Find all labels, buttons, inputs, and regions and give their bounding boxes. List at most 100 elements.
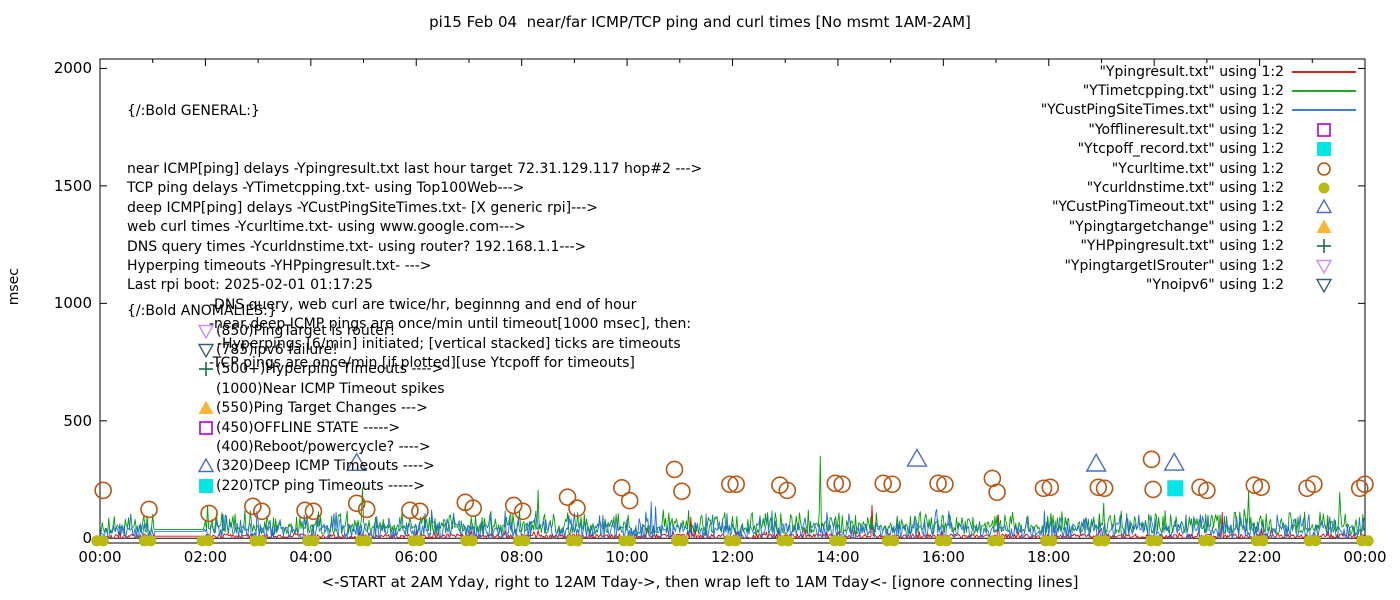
anomaly-marker: [196, 419, 216, 437]
anomaly-text: (220)TCP ping Timeouts ----->: [216, 477, 425, 494]
point-Ytcpoff_record-txt: [1167, 480, 1184, 497]
general-note-line: near ICMP[ping] delays -Ypingresult.txt …: [127, 161, 703, 178]
x-tick-label: 00:00: [78, 548, 122, 566]
point-Ycurltime-txt: [253, 502, 271, 521]
point-Ycurltime-txt: [826, 474, 845, 493]
legend-item-label: "Ypingtargetchange" using 1:2: [1068, 218, 1284, 235]
legend-item: "YHPpingresult.txt" using 1:2: [1041, 237, 1364, 256]
x-tick-label: 00:00: [1343, 548, 1387, 566]
point-Ycurltime-txt: [1305, 475, 1323, 494]
point-Ycurltime-txt: [988, 483, 1006, 502]
legend-item-swatch: [1284, 121, 1364, 139]
legend-item: "Ynoipv6" using 1:2: [1041, 275, 1364, 294]
legend-item: "Ypingtargetchange" using 1:2: [1041, 217, 1364, 236]
point-YCustPingTimeout-txt: [906, 447, 928, 467]
legend-item: "YTimetcpping.txt" using 1:2: [1041, 81, 1364, 100]
line-swatch-icon: [1292, 109, 1356, 112]
point-Ycurltime-txt: [296, 501, 314, 520]
x-tick-label: 02:00: [183, 548, 228, 566]
point-Ycurltime-txt: [1041, 478, 1060, 497]
filled-square-icon: [1317, 142, 1331, 157]
anomaly-row: (785)ipv6 failure!: [196, 340, 445, 359]
point-Ycurldnstime-txt: [203, 535, 215, 547]
legend-item: "YCustPingTimeout.txt" using 1:2: [1041, 198, 1364, 217]
point-Ycurltime-txt: [558, 488, 577, 506]
open-triangle-up-icon: [1315, 198, 1333, 214]
open-triangle-down-icon: [197, 343, 215, 359]
filled-triangle-up-icon: [1316, 219, 1332, 233]
x-tick-label: 10:00: [605, 548, 649, 566]
point-Ycurldnstime-txt: [941, 535, 953, 547]
point-Ycurltime-txt: [929, 474, 947, 493]
point-Ycurltime-txt: [833, 475, 851, 494]
anomaly-marker: [196, 360, 216, 378]
open-square-icon: [199, 420, 213, 435]
point-Ycurltime-txt: [613, 478, 631, 497]
anomaly-marker: [196, 477, 216, 495]
point-Ycurltime-txt: [1095, 479, 1114, 498]
point-Ycurldnstime-txt: [1309, 535, 1321, 547]
legend-item: "Ycurldnstime.txt" using 1:2: [1041, 178, 1364, 197]
legend-item: "Ycurltime.txt" using 1:2: [1041, 159, 1364, 178]
legend-item-swatch: [1284, 63, 1364, 81]
open-triangle-down-icon: [1315, 278, 1333, 294]
y-tick-label: 2000: [53, 59, 92, 78]
anomaly-text: (785)ipv6 failure!: [216, 342, 338, 359]
x-tick-label: 20:00: [1132, 548, 1176, 566]
filled-circle-icon: [1318, 182, 1330, 194]
legend-item-swatch: [1284, 237, 1364, 255]
general-note-line: Last rpi boot: 2025-02-01 01:17:25: [127, 277, 373, 294]
anomaly-marker: [196, 399, 216, 417]
legend-item-swatch: [1284, 140, 1364, 158]
point-Ycurldnstime-txt: [888, 535, 900, 547]
anomaly-row: (320)Deep ICMP Timeouts ---->: [196, 457, 445, 476]
legend-item-label: "Ypingresult.txt" using 1:2: [1099, 63, 1284, 80]
point-Ycurltime-txt: [304, 502, 323, 521]
legend-item: "YCustPingSiteTimes.txt" using 1:2: [1041, 101, 1364, 120]
general-note-line: -TCP pings are once/min [if plotted][use…: [209, 354, 635, 371]
point-Ycurltime-txt: [721, 475, 739, 494]
legend-item-label: "YTimetcpping.txt" using 1:2: [1082, 83, 1284, 100]
legend-item-label: "YCustPingSiteTimes.txt" using 1:2: [1040, 102, 1284, 119]
point-Ycurldnstime-txt: [413, 535, 425, 547]
anomaly-row: (550)Ping Target Changes --->: [196, 399, 445, 418]
point-Ycurldnstime-txt: [993, 535, 1005, 547]
point-Ycurldnstime-txt: [1099, 535, 1111, 547]
general-note-line: -Hyperpings [6/min] initiated; [vertical…: [217, 335, 681, 352]
point-YCustPingTimeout-txt: [1163, 451, 1185, 471]
open-circle-icon: [1317, 161, 1331, 176]
legend-item: "Yofflineresult.txt" using 1:2: [1041, 120, 1364, 139]
legend-item: "Ytcpoff_record.txt" using 1:2: [1041, 140, 1364, 159]
anomaly-text: (850)PingTarget is router!: [216, 322, 396, 339]
filled-square-icon: [199, 478, 213, 493]
legend-item-swatch: [1284, 276, 1364, 294]
point-Ycurldnstime-txt: [782, 535, 794, 547]
general-notes-block: {/:Bold GENERAL:} near ICMP[ping] delays…: [127, 63, 702, 373]
legend-item: "YpingtargetISrouter" using 1:2: [1041, 256, 1364, 275]
anomaly-row: (450)OFFLINE STATE ----->: [196, 418, 445, 437]
x-tick-label: 14:00: [816, 548, 860, 566]
x-tick-label: 06:00: [394, 548, 438, 566]
y-tick-label: 1500: [53, 176, 92, 195]
anomaly-text: (400)Reboot/powercycle? ---->: [216, 439, 431, 456]
point-Ycurltime-txt: [1252, 478, 1270, 497]
anomaly-marker-none: [196, 438, 216, 456]
point-Ycurltime-txt: [200, 504, 218, 523]
x-tick-label: 04:00: [289, 548, 333, 566]
point-Ycurldnstime-txt: [677, 535, 689, 547]
x-tick-label: 18:00: [1027, 548, 1071, 566]
point-Ycurldnstime-txt: [1151, 535, 1163, 547]
general-note-line: -near,deep ICMP pings are once/min until…: [209, 316, 692, 333]
anomaly-marker: [196, 457, 216, 475]
point-Ycurltime-txt: [94, 481, 112, 500]
point-Ycurltime-txt: [357, 500, 376, 519]
point-Ycurltime-txt: [504, 496, 523, 515]
point-Ycurldnstime-txt: [1257, 535, 1269, 547]
legend-item-label: "YCustPingTimeout.txt" using 1:2: [1051, 199, 1284, 216]
chart-title: pi15 Feb 04 near/far ICMP/TCP ping and c…: [429, 13, 971, 31]
legend-item-swatch: [1284, 218, 1364, 236]
point-Ycurldnstime-txt: [361, 535, 373, 547]
point-YCustPingTimeout-txt: [1085, 452, 1107, 472]
